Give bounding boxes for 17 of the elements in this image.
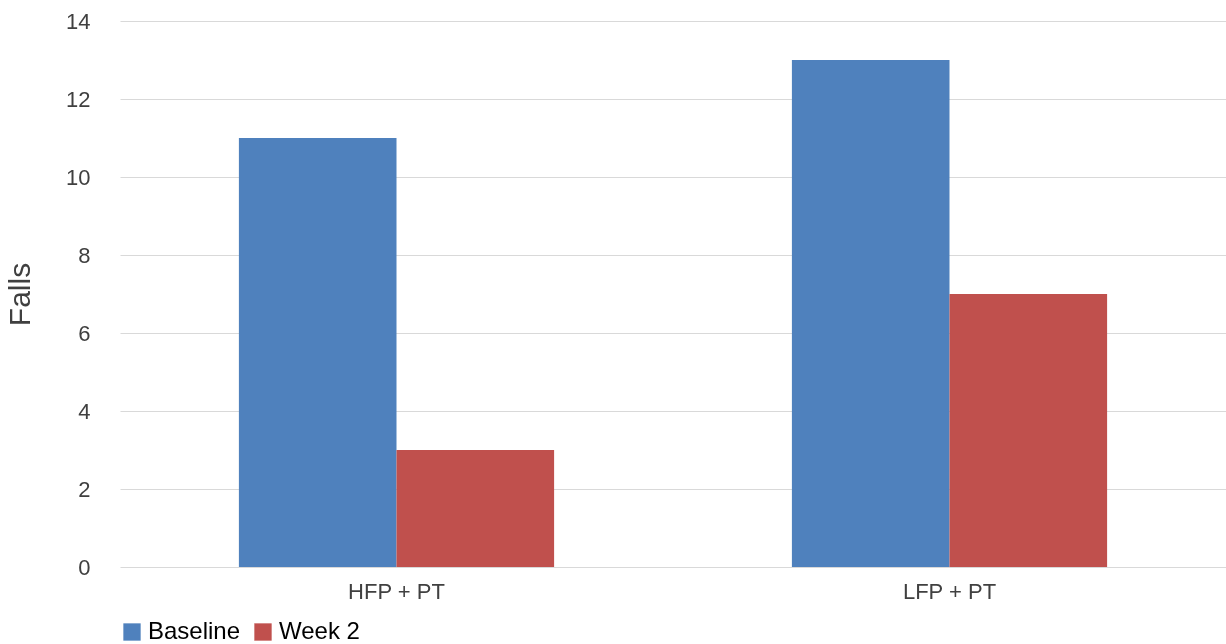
x-tick-label: LFP + PT (902, 578, 997, 604)
bar (396, 450, 555, 567)
y-tick-label: 6 (78, 320, 91, 346)
legend-label: Baseline (148, 617, 241, 644)
y-tick-label: 0 (78, 554, 91, 580)
x-tick-label: HFP + PT (348, 578, 445, 604)
y-tick-label: 12 (66, 86, 91, 112)
legend-label: Week 2 (279, 617, 360, 644)
bar (949, 294, 1108, 567)
bar (238, 138, 397, 567)
y-tick-label: 4 (78, 398, 91, 424)
y-tick-label: 2 (78, 476, 91, 502)
y-tick-label: 10 (66, 164, 91, 190)
y-tick-label: 14 (66, 8, 91, 34)
y-axis-title: Falls (3, 262, 37, 327)
y-tick-label: 8 (78, 242, 91, 268)
bar (791, 60, 950, 567)
